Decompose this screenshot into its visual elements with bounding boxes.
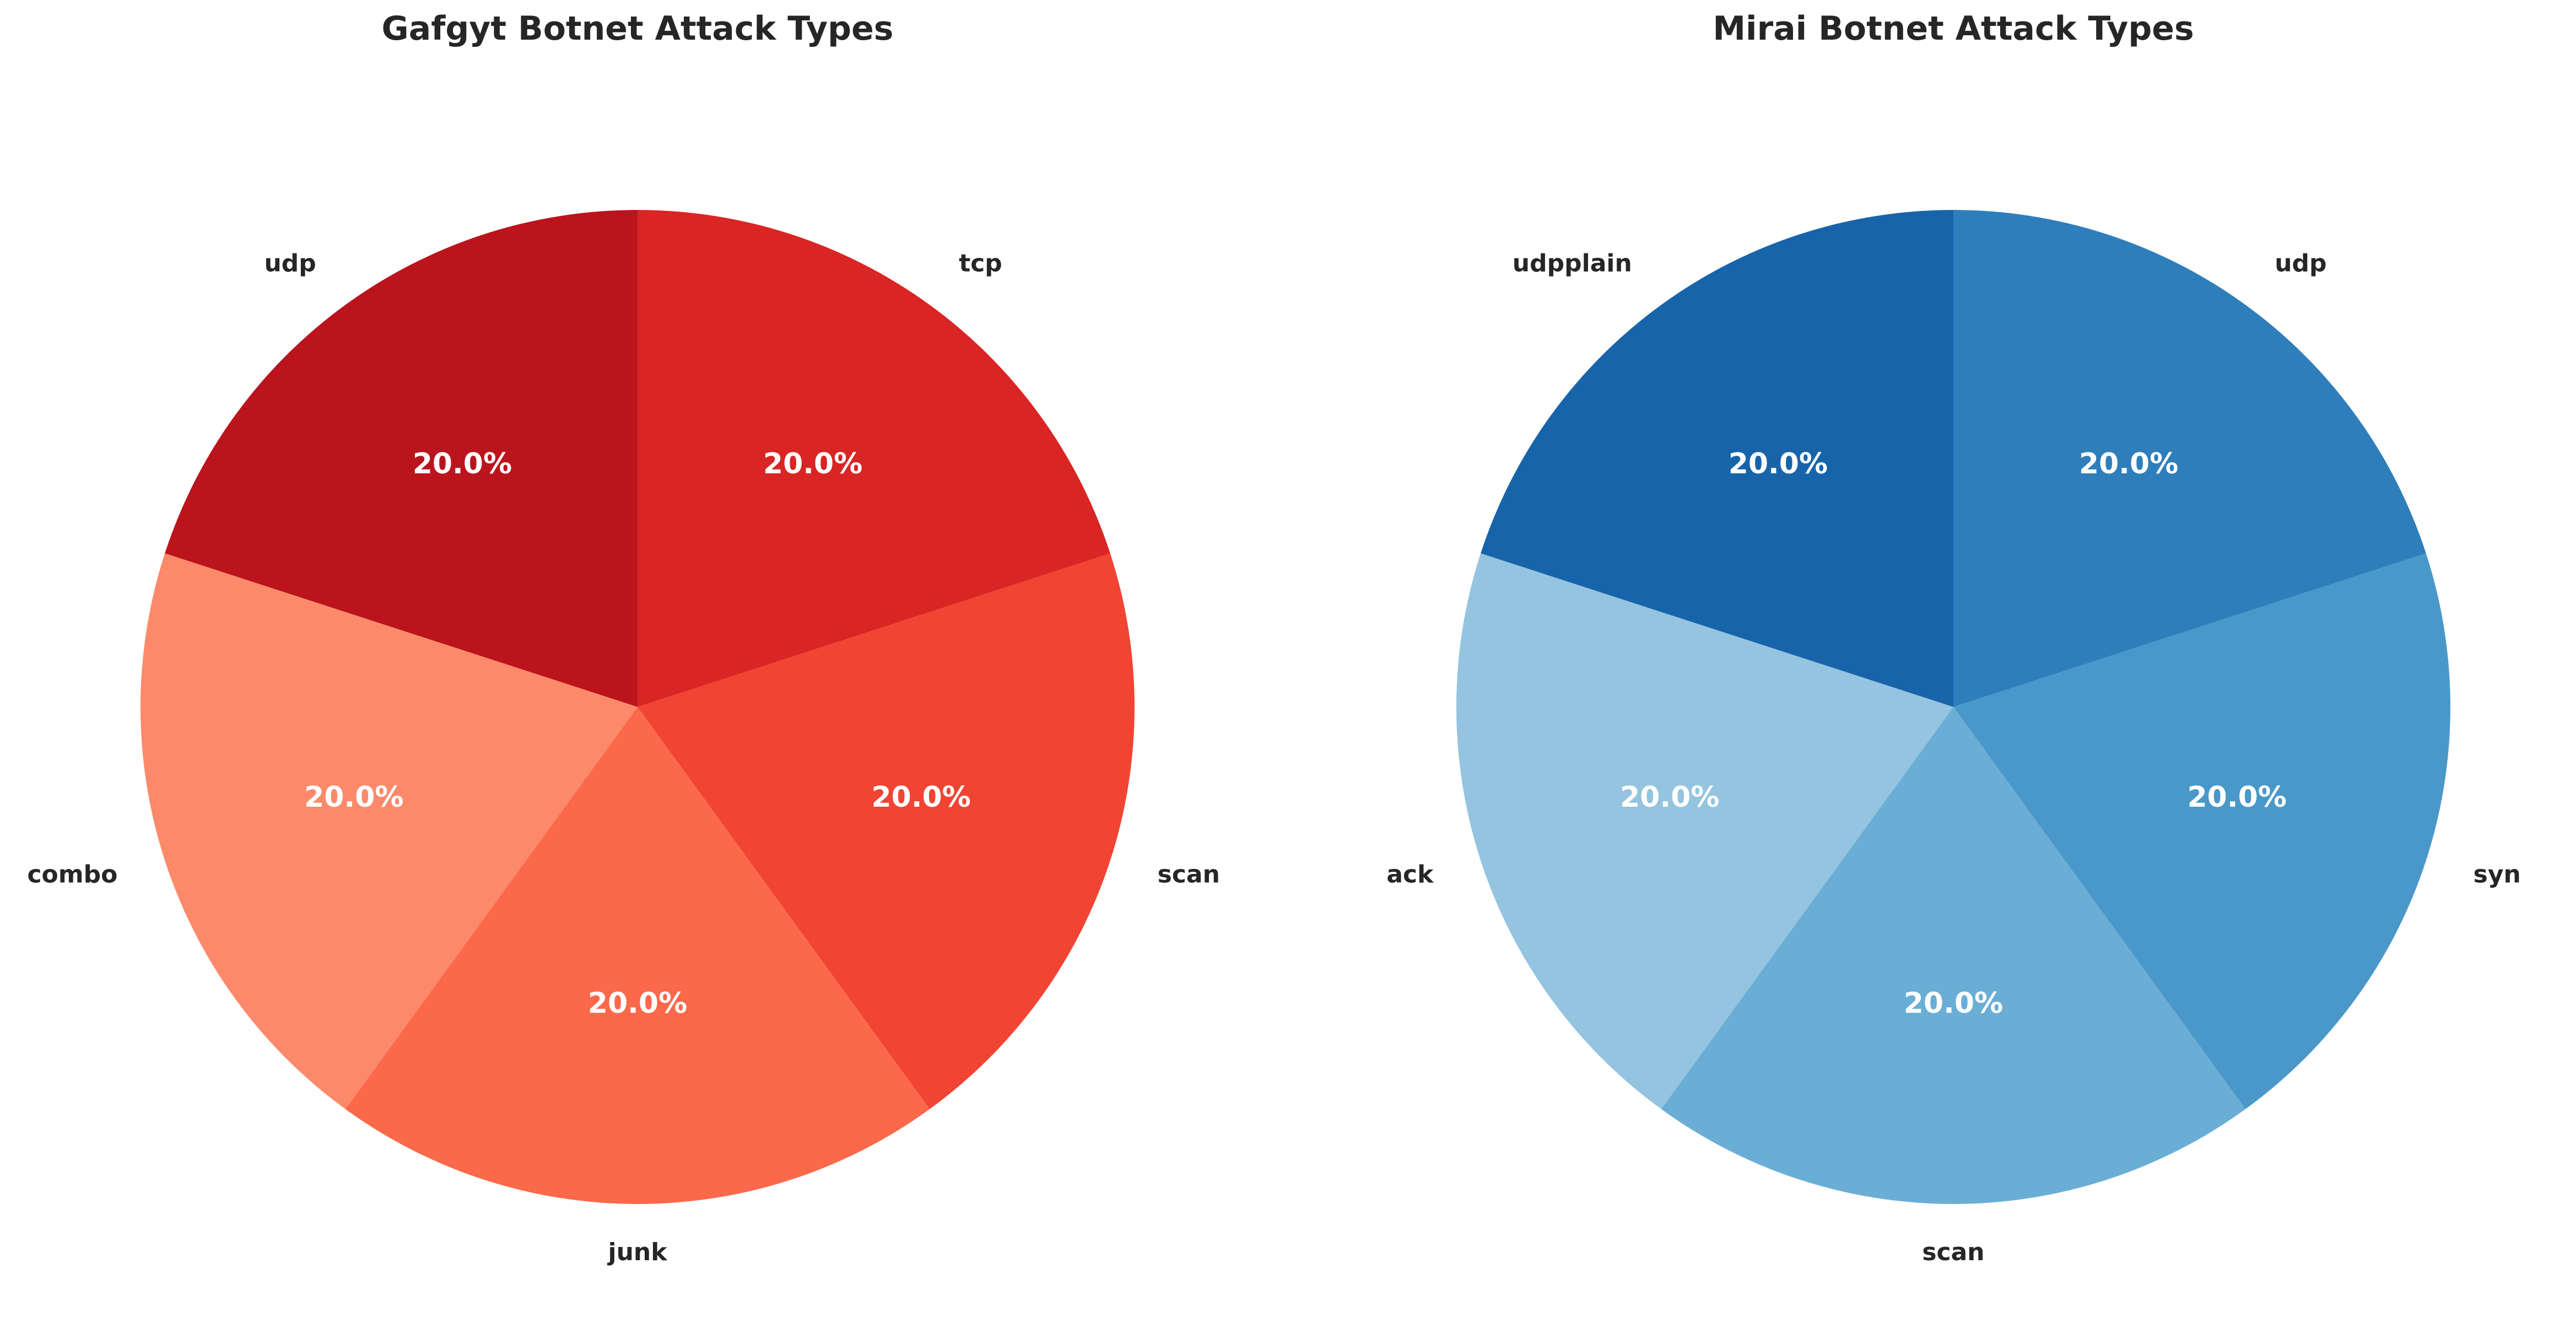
slice-label-syn: syn <box>2474 861 2521 889</box>
slice-label-scan: scan <box>1922 1238 1984 1266</box>
pie-slice-junk <box>345 707 930 1204</box>
chart-title: Mirai Botnet Attack Types <box>1713 9 2194 48</box>
slice-label-ack: ack <box>1386 861 1434 889</box>
pie-slice-udp <box>1953 210 2426 707</box>
slice-label-udp: udp <box>2275 249 2326 277</box>
percent-label-tcp: 20.0% <box>763 447 862 480</box>
pie-slice-udpplain <box>1481 210 1953 707</box>
percent-label-scan: 20.0% <box>872 781 971 814</box>
slice-label-udp: udp <box>264 249 316 277</box>
mirai-pie-chart: Mirai Botnet Attack Types udpplain 20.0% a… <box>1386 9 2521 1266</box>
slice-label-combo: combo <box>27 861 117 889</box>
pie-slice-syn <box>1953 553 2450 1109</box>
percent-label-udpplain: 20.0% <box>1729 447 1828 480</box>
percent-label-junk: 20.0% <box>588 987 687 1020</box>
pie-labels: udp 20.0% combo 20.0% junk 20.0% scan 20.0% tcp 2… <box>27 249 1219 1266</box>
pie-slice-udp <box>165 210 638 707</box>
pie-slice-scan <box>1661 707 2246 1205</box>
percent-label-ack: 20.0% <box>1620 781 1719 814</box>
chart-title: Gafgyt Botnet Attack Types <box>381 9 893 48</box>
pie-slice-scan <box>638 553 1135 1109</box>
pie-slice-ack <box>1456 553 1953 1109</box>
slice-label-scan: scan <box>1158 861 1220 889</box>
slice-label-tcp: tcp <box>959 249 1002 277</box>
pie-slice-tcp <box>638 210 1110 707</box>
percent-label-udp: 20.0% <box>413 447 512 480</box>
pie-slices <box>140 210 1135 1204</box>
pie-slices <box>1456 210 2450 1205</box>
pie-slice-combo <box>140 553 638 1109</box>
pie-labels: udpplain 20.0% ack 20.0% scan 20.0% syn 20.0% ud… <box>1386 249 2521 1266</box>
percent-label-syn: 20.0% <box>2188 781 2287 814</box>
gafgyt-pie-chart: Gafgyt Botnet Attack Types udp 20.0% combo… <box>27 9 1219 1266</box>
percent-label-udp: 20.0% <box>2079 447 2178 480</box>
percent-label-scan: 20.0% <box>1904 987 2003 1020</box>
slice-label-junk: junk <box>607 1238 668 1266</box>
percent-label-combo: 20.0% <box>304 781 403 814</box>
slice-label-udpplain: udpplain <box>1513 249 1632 277</box>
